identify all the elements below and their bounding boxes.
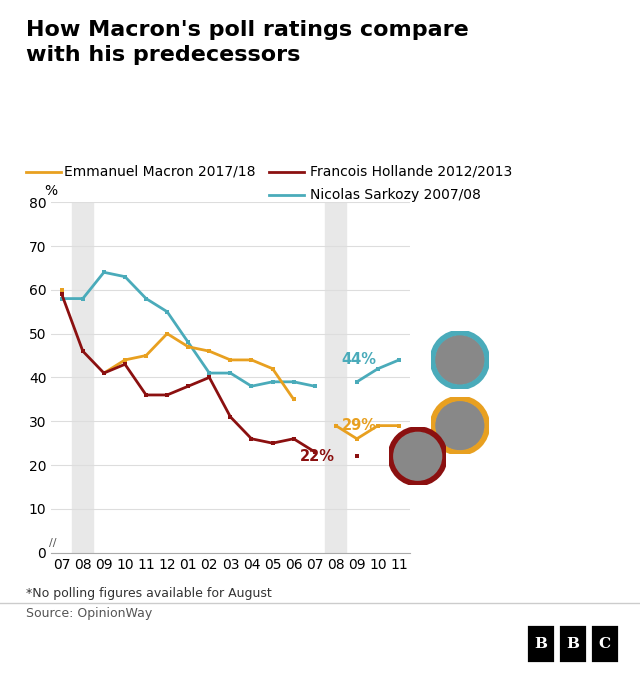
FancyBboxPatch shape (558, 624, 586, 663)
FancyBboxPatch shape (590, 624, 618, 663)
Text: How Macron's poll ratings compare
with his predecessors: How Macron's poll ratings compare with h… (26, 20, 468, 65)
Text: 22%: 22% (300, 449, 335, 464)
FancyBboxPatch shape (526, 624, 554, 663)
Circle shape (435, 401, 484, 450)
Text: Emmanuel Macron 2017/18: Emmanuel Macron 2017/18 (64, 165, 255, 179)
Circle shape (435, 336, 484, 384)
Text: //: // (49, 538, 56, 548)
Bar (325, 202, 346, 553)
Text: %: % (45, 184, 58, 198)
Text: *No polling figures available for August: *No polling figures available for August (26, 587, 271, 600)
Text: B: B (566, 637, 579, 650)
Text: Francois Hollande 2012/2013: Francois Hollande 2012/2013 (310, 165, 513, 179)
Text: 44%: 44% (342, 353, 377, 367)
Text: B: B (534, 637, 547, 650)
Text: Source: OpinionWay: Source: OpinionWay (26, 607, 152, 619)
Text: C: C (598, 637, 611, 650)
Circle shape (393, 432, 442, 481)
Text: Nicolas Sarkozy 2007/08: Nicolas Sarkozy 2007/08 (310, 189, 481, 202)
Text: 29%: 29% (342, 418, 377, 433)
Bar (72, 202, 93, 553)
